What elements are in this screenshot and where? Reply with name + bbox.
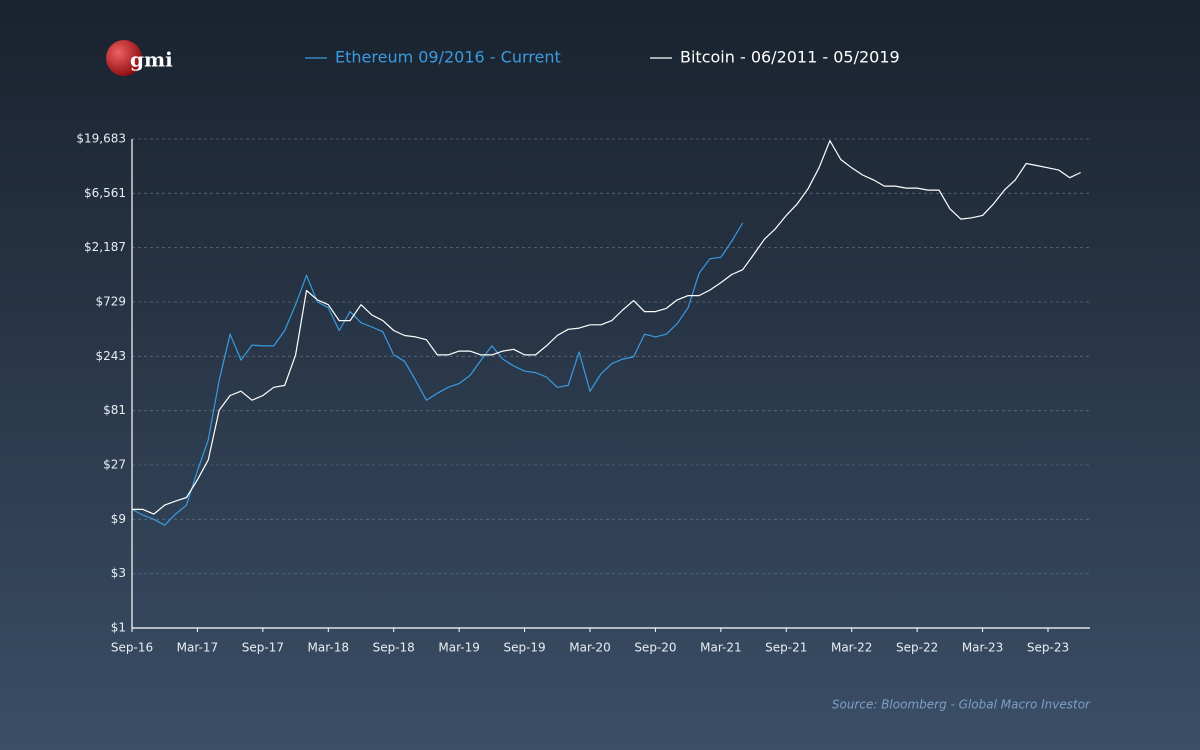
y-tick-label: $1 bbox=[111, 621, 126, 635]
y-tick-label: $9 bbox=[111, 512, 126, 526]
series-line bbox=[132, 140, 1081, 515]
y-tick-label: $2,187 bbox=[84, 240, 126, 254]
x-tick-label: Mar-21 bbox=[700, 641, 741, 655]
legend-label: Ethereum 09/2016 - Current bbox=[335, 48, 561, 67]
x-tick-label: Sep-19 bbox=[503, 641, 545, 655]
x-tick-label: Sep-21 bbox=[765, 641, 807, 655]
y-tick-label: $3 bbox=[111, 566, 126, 580]
x-tick-label: Sep-22 bbox=[896, 641, 938, 655]
x-tick-label: Mar-17 bbox=[177, 641, 218, 655]
logo-icon bbox=[106, 40, 142, 76]
y-tick-label: $729 bbox=[95, 295, 126, 309]
source: Source: Bloomberg - Global Macro Investo… bbox=[832, 698, 1091, 712]
logo: gmi bbox=[130, 48, 173, 72]
x-tick-label: Sep-20 bbox=[634, 641, 676, 655]
y-tick-label: $19,683 bbox=[76, 132, 126, 146]
y-tick-label: $81 bbox=[103, 403, 126, 417]
x-tick-label: Mar-23 bbox=[962, 641, 1003, 655]
y-tick-label: $243 bbox=[95, 349, 126, 363]
x-tick-label: Mar-18 bbox=[308, 641, 349, 655]
legend-label: Bitcoin - 06/2011 - 05/2019 bbox=[680, 48, 900, 67]
x-tick-label: Mar-22 bbox=[831, 641, 872, 655]
x-tick-label: Mar-19 bbox=[438, 641, 479, 655]
x-tick-label: Sep-18 bbox=[373, 641, 415, 655]
x-tick-label: Sep-17 bbox=[242, 641, 284, 655]
y-tick-label: $6,561 bbox=[84, 186, 126, 200]
x-tick-label: Sep-16 bbox=[111, 641, 153, 655]
x-tick-label: Sep-23 bbox=[1027, 641, 1069, 655]
series-line bbox=[131, 222, 744, 526]
y-tick-label: $27 bbox=[103, 458, 126, 472]
x-tick-label: Mar-20 bbox=[569, 641, 610, 655]
